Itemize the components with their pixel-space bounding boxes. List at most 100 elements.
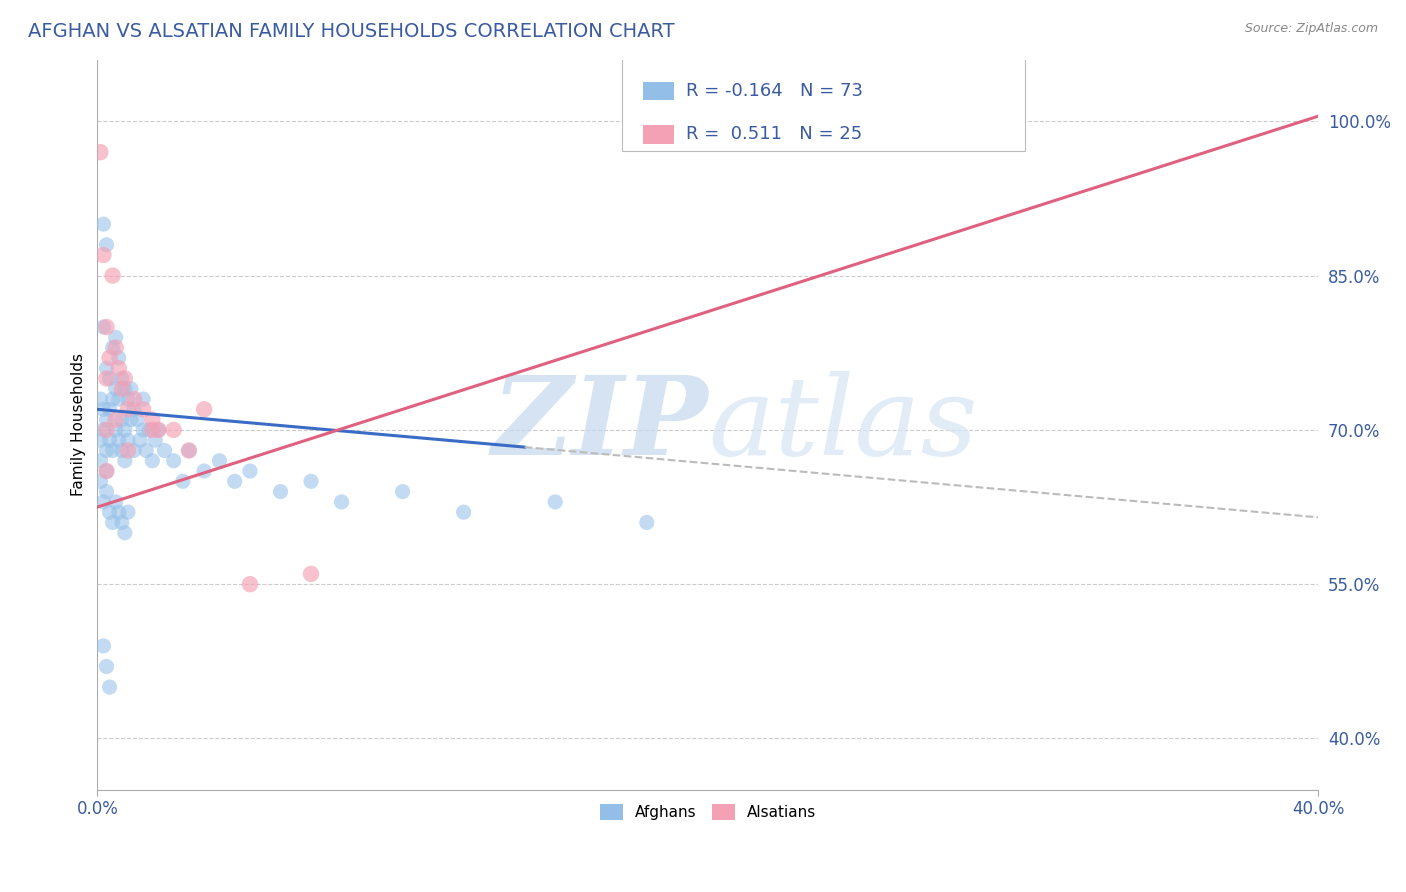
Point [122,402,145,417]
Point [96,464,118,478]
Point [299,475,322,489]
Point [114,382,136,396]
Point [93,639,115,653]
Point [93,248,115,262]
Point [96,484,118,499]
Point [104,412,127,426]
Point [208,454,231,468]
Point [239,464,262,478]
Point [132,392,155,406]
Point [330,495,353,509]
Point [96,464,118,478]
Point [153,443,176,458]
FancyBboxPatch shape [643,126,673,144]
Point [120,412,142,426]
Point [104,341,127,355]
Point [111,382,134,396]
Point [132,402,155,417]
Point [269,484,291,499]
Point [141,454,163,468]
Point [104,382,127,396]
Point [391,484,413,499]
Point [148,423,170,437]
Point [89,454,111,468]
Text: ZIP: ZIP [491,371,707,478]
Point [101,516,124,530]
Text: R =  0.511   N = 25: R = 0.511 N = 25 [686,126,862,144]
Point [114,454,136,468]
Point [98,433,121,447]
Point [224,475,246,489]
Point [114,371,136,385]
Point [104,330,127,344]
Point [107,392,129,406]
Point [177,443,200,458]
Y-axis label: Family Households: Family Households [72,353,86,496]
Point [101,341,124,355]
Point [98,371,121,385]
Point [98,351,121,365]
Point [104,423,127,437]
Point [117,505,139,519]
Point [163,423,186,437]
Point [104,495,127,509]
Point [107,361,129,376]
Point [96,320,118,334]
Point [122,392,145,406]
Point [93,495,115,509]
Point [114,525,136,540]
Point [193,464,215,478]
Point [101,392,124,406]
Point [89,475,111,489]
Point [132,423,155,437]
Point [453,505,475,519]
Point [111,516,134,530]
Point [93,423,115,437]
Point [111,443,134,458]
Point [117,402,139,417]
Point [141,423,163,437]
Point [122,443,145,458]
Point [98,402,121,417]
Point [125,412,148,426]
Point [107,351,129,365]
Point [96,423,118,437]
Point [177,443,200,458]
Point [163,454,186,468]
Point [93,320,115,334]
Point [299,566,322,581]
Point [96,443,118,458]
Point [141,412,163,426]
Point [636,516,658,530]
Point [114,423,136,437]
Point [172,475,194,489]
Point [544,495,567,509]
Text: atlas: atlas [707,371,977,478]
Point [107,505,129,519]
Point [89,145,111,160]
Point [89,392,111,406]
Point [193,402,215,417]
FancyBboxPatch shape [643,81,673,100]
Legend: Afghans, Alsatians: Afghans, Alsatians [593,797,823,826]
Point [135,443,157,458]
FancyBboxPatch shape [623,53,1025,151]
Text: AFGHAN VS ALSATIAN FAMILY HOUSEHOLDS CORRELATION CHART: AFGHAN VS ALSATIAN FAMILY HOUSEHOLDS COR… [28,22,675,41]
Point [96,237,118,252]
Point [107,433,129,447]
Point [117,392,139,406]
Text: R = -0.164   N = 73: R = -0.164 N = 73 [686,82,863,100]
Point [93,402,115,417]
Point [101,443,124,458]
Point [89,433,111,447]
Point [129,433,152,447]
Point [120,382,142,396]
Point [239,577,262,591]
Point [96,412,118,426]
Point [111,371,134,385]
Point [143,433,166,447]
Point [138,423,160,437]
Point [96,361,118,376]
Text: Source: ZipAtlas.com: Source: ZipAtlas.com [1244,22,1378,36]
Point [117,443,139,458]
